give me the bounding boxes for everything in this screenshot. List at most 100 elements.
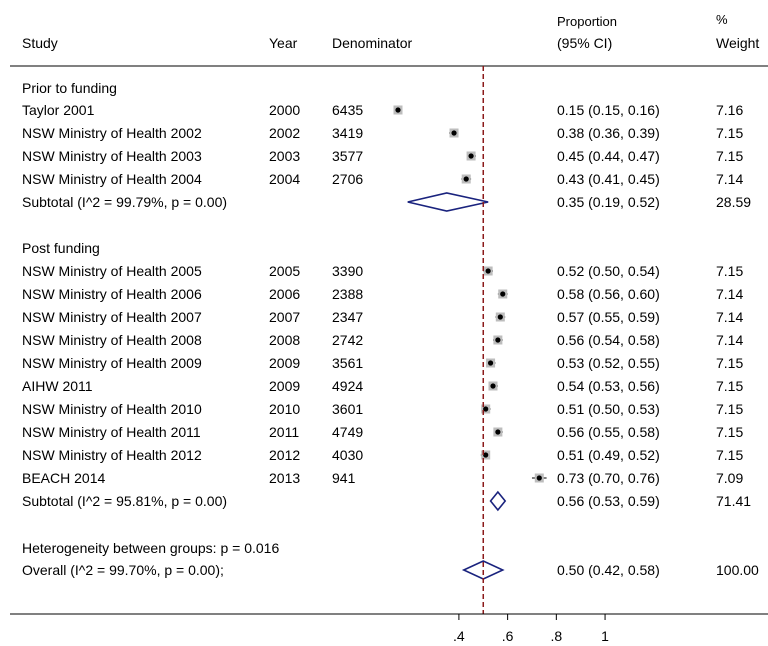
header-percent: % [716, 12, 728, 27]
study-ci-text: 0.54 (0.53, 0.56) [557, 378, 660, 394]
x-tick-label: .6 [502, 628, 514, 644]
study-weight: 7.15 [716, 401, 743, 417]
header-weight: Weight [716, 35, 759, 51]
study-name: NSW Ministry of Health 2011 [22, 424, 201, 440]
study-denominator: 4749 [332, 424, 363, 440]
header-study: Study [22, 35, 58, 51]
x-tick-label: .8 [550, 628, 562, 644]
study-denominator: 3577 [332, 148, 363, 164]
subtotal-ci-text: 0.56 (0.53, 0.59) [557, 493, 660, 509]
study-ci-text: 0.56 (0.54, 0.58) [557, 332, 660, 348]
study-denominator: 6435 [332, 102, 363, 118]
study-year: 2002 [269, 125, 300, 141]
point-estimate [483, 406, 489, 412]
point-estimate [395, 107, 401, 113]
study-year: 2004 [269, 171, 300, 187]
group-label: Prior to funding [22, 80, 117, 96]
study-denominator: 2706 [332, 171, 363, 187]
study-weight: 7.16 [716, 102, 743, 118]
point-estimate [500, 291, 506, 297]
study-weight: 7.14 [716, 286, 743, 302]
point-estimate [536, 475, 542, 481]
study-ci-text: 0.52 (0.50, 0.54) [557, 263, 660, 279]
study-weight: 7.15 [716, 263, 743, 279]
study-year: 2005 [269, 263, 300, 279]
study-weight: 7.14 [716, 332, 743, 348]
study-name: NSW Ministry of Health 2009 [22, 355, 202, 371]
study-weight: 7.09 [716, 470, 743, 486]
study-name: BEACH 2014 [22, 470, 105, 486]
study-year: 2006 [269, 286, 300, 302]
study-year: 2012 [269, 447, 300, 463]
study-year: 2010 [269, 401, 300, 417]
point-estimate [483, 452, 489, 458]
study-ci-text: 0.15 (0.15, 0.16) [557, 102, 660, 118]
point-estimate [463, 176, 469, 182]
study-year: 2008 [269, 332, 300, 348]
study-weight: 7.15 [716, 355, 743, 371]
study-name: NSW Ministry of Health 2006 [22, 286, 202, 302]
study-year: 2011 [269, 424, 299, 440]
study-ci-text: 0.53 (0.52, 0.55) [557, 355, 660, 371]
study-name: Taylor 2001 [22, 102, 95, 118]
header-proportion: Proportion [557, 14, 617, 29]
study-denominator: 2347 [332, 309, 363, 325]
study-ci-text: 0.51 (0.50, 0.53) [557, 401, 660, 417]
study-name: NSW Ministry of Health 2002 [22, 125, 202, 141]
overall-weight: 100.00 [716, 562, 759, 578]
header-year: Year [269, 35, 298, 51]
study-weight: 7.15 [716, 447, 743, 463]
study-name: NSW Ministry of Health 2008 [22, 332, 202, 348]
study-year: 2000 [269, 102, 300, 118]
heterogeneity-text: Heterogeneity between groups: p = 0.016 [22, 540, 279, 556]
x-tick-label: 1 [601, 628, 609, 644]
subtotal-ci-text: 0.35 (0.19, 0.52) [557, 194, 660, 210]
study-year: 2009 [269, 378, 300, 394]
study-ci-text: 0.38 (0.36, 0.39) [557, 125, 660, 141]
study-ci-text: 0.56 (0.55, 0.58) [557, 424, 660, 440]
subtotal-label: Subtotal (I^2 = 99.79%, p = 0.00) [22, 194, 227, 210]
study-ci-text: 0.45 (0.44, 0.47) [557, 148, 660, 164]
subtotal-diamond [489, 490, 507, 512]
header-denominator: Denominator [332, 35, 412, 51]
study-year: 2009 [269, 355, 300, 371]
study-name: NSW Ministry of Health 2007 [22, 309, 202, 325]
study-denominator: 2388 [332, 286, 363, 302]
study-weight: 7.15 [716, 125, 743, 141]
subtotal-label: Subtotal (I^2 = 95.81%, p = 0.00) [22, 493, 227, 509]
study-weight: 7.14 [716, 171, 743, 187]
study-ci-text: 0.57 (0.55, 0.59) [557, 309, 660, 325]
study-denominator: 3390 [332, 263, 363, 279]
subtotal-diamond [407, 192, 489, 212]
study-year: 2013 [269, 470, 300, 486]
study-denominator: 941 [332, 470, 356, 486]
study-year: 2007 [269, 309, 300, 325]
rows-group: Prior to funding Taylor 2001 2000 6435 0.15 … [22, 66, 759, 614]
overall-ci-text: 0.50 (0.42, 0.58) [557, 562, 660, 578]
study-name: NSW Ministry of Health 2004 [22, 171, 202, 187]
subtotal-weight: 28.59 [716, 194, 751, 210]
study-denominator: 4924 [332, 378, 363, 394]
study-name: NSW Ministry of Health 2010 [22, 401, 202, 417]
study-name: NSW Ministry of Health 2003 [22, 148, 202, 164]
study-weight: 7.14 [716, 309, 743, 325]
study-name: AIHW 2011 [22, 378, 93, 394]
study-name: NSW Ministry of Health 2005 [22, 263, 202, 279]
x-tick-label: .4 [453, 628, 465, 644]
study-weight: 7.15 [716, 424, 743, 440]
study-denominator: 3601 [332, 401, 363, 417]
subtotal-weight: 71.41 [716, 493, 751, 509]
point-estimate [485, 268, 491, 274]
study-denominator: 4030 [332, 447, 363, 463]
study-ci-text: 0.58 (0.56, 0.60) [557, 286, 660, 302]
point-estimate [495, 429, 501, 435]
study-ci-text: 0.73 (0.70, 0.76) [557, 470, 660, 486]
point-estimate [495, 337, 501, 343]
point-estimate [490, 383, 496, 389]
study-weight: 7.15 [716, 148, 743, 164]
study-name: NSW Ministry of Health 2012 [22, 447, 202, 463]
study-ci-text: 0.51 (0.49, 0.52) [557, 447, 660, 463]
header-group: Study Year Denominator Proportion (95% C… [22, 12, 759, 51]
point-estimate [468, 153, 474, 159]
